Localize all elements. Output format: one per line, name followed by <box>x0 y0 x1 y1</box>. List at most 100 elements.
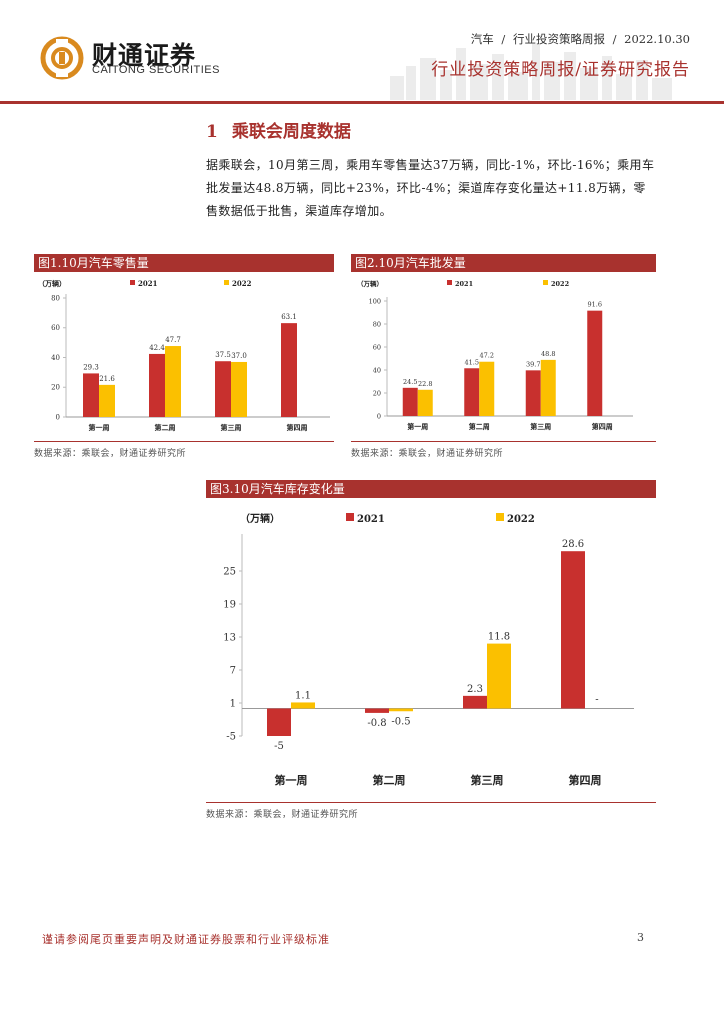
x-tick-label: 第三周 <box>471 773 504 787</box>
data-label-2022-1: 21.6 <box>99 375 115 383</box>
y-tick-label: 60 <box>373 343 381 351</box>
bar-2021-1 <box>83 373 99 417</box>
bar-2021-4 <box>587 310 603 416</box>
legend-swatch-2022 <box>496 513 504 521</box>
report-title: 行业投资策略周报/证券研究报告 <box>431 60 690 80</box>
inventory-chart: （万辆） 2021 2022 -5 1 7 13 19 25 第一周 -5 1.1 第二周 -0.8 -0.… <box>223 512 634 787</box>
figure-3-caption: 图3.10月汽车库存变化量 <box>206 480 656 498</box>
y-tick-label: 1 <box>230 699 236 710</box>
data-label-2022-3: 48.8 <box>541 350 555 358</box>
data-label-2022-4: - <box>595 695 598 706</box>
data-label-2022-2: 47.7 <box>165 336 181 344</box>
section-paragraph: 据乘联会，10月第三周，乘用车零售量达37万辆，同比-1%，环比-16%；乘用车… <box>206 158 655 218</box>
y-tick-label: 13 <box>223 633 236 644</box>
x-tick-label: 第二周 <box>373 773 406 787</box>
bar-2022-3 <box>487 643 511 709</box>
data-label-2021-1: -5 <box>274 741 284 752</box>
figure-3-chart: （万辆） 2021 2022 -5 1 7 13 19 25 第一周 -5 1.1 第二周 -0.8 -0.… <box>206 500 656 800</box>
x-tick-label: 第二周 <box>469 422 490 431</box>
figure-2-rule <box>351 441 656 442</box>
bar-2021-1 <box>267 708 291 736</box>
legend-swatch-2021 <box>130 280 135 285</box>
y-tick-label: 60 <box>51 324 60 332</box>
y-tick-label: 40 <box>373 366 381 374</box>
figure-2-source: 数据来源：乘联会，财通证券研究所 <box>351 449 504 459</box>
brand-name-en: CAITONG SECURITIES <box>92 64 220 76</box>
figure-1-caption: 图1.10月汽车零售量 <box>34 254 334 272</box>
data-label-2021-2: 42.4 <box>149 344 165 352</box>
bar-2021-2 <box>464 368 480 416</box>
figure-1-chart: （万辆） 2021 2022 0 20 40 60 80 第一周 29.3 21.6 第二周 42.4 4… <box>34 273 334 438</box>
y-tick-label: 40 <box>51 354 60 362</box>
legend-label-2021: 2021 <box>455 280 473 288</box>
legend-swatch-2022 <box>543 280 548 285</box>
y-unit-label: （万辆） <box>240 512 280 525</box>
data-label-2022-1: 22.8 <box>418 380 432 388</box>
bar-2021-1 <box>402 387 418 416</box>
retail-chart: （万辆） 2021 2022 0 20 40 60 80 第一周 29.321.6 第二周 42.44… <box>38 279 330 432</box>
data-label-2021-1: 29.3 <box>83 363 99 371</box>
report-kind: 行业投资策略周报 <box>512 32 605 46</box>
legend-label-2022: 2022 <box>507 514 535 525</box>
y-tick-label: 7 <box>230 666 236 677</box>
x-tick-label: 第一周 <box>275 773 308 787</box>
legend-swatch-2021 <box>346 513 354 521</box>
data-label-2021-3: 39.7 <box>526 360 540 368</box>
meta-separator: / <box>612 32 617 46</box>
brand-logo-icon <box>40 36 84 80</box>
y-tick-label: 0 <box>377 412 381 420</box>
bar-2021-4 <box>281 323 297 417</box>
footer-disclaimer: 谨请参阅尾页重要声明及财通证券股票和行业评级标准 <box>42 933 330 946</box>
page-number: 3 <box>637 931 644 944</box>
legend-label-2021: 2021 <box>357 514 385 525</box>
section-number: 1 <box>206 122 218 142</box>
y-unit-label: （万辆） <box>38 279 66 288</box>
wholesale-chart: （万辆） 2021 2022 0 20 40 60 80 100 第一周 24.5 22.8 第二周 41… <box>357 279 633 431</box>
brand-name-cn: 财通证券 <box>92 41 197 70</box>
y-tick-label: 20 <box>51 384 60 392</box>
legend-label-2021: 2021 <box>138 279 158 288</box>
legend-label-2022: 2022 <box>232 279 252 288</box>
data-label-2022-3: 11.8 <box>488 632 510 643</box>
report-meta: 汽车 / 行业投资策略周报 / 2022.10.30 <box>471 31 690 47</box>
legend-swatch-2022 <box>224 280 229 285</box>
section-title: 1 乘联会周度数据 <box>206 117 351 142</box>
legend-label-2022: 2022 <box>551 280 569 288</box>
data-label-2021-2: -0.8 <box>367 718 386 729</box>
figure-2-caption: 图2.10月汽车批发量 <box>351 254 656 272</box>
data-label-2021-4: 91.6 <box>588 301 602 309</box>
data-label-2021-4: 63.1 <box>281 313 297 321</box>
bar-2021-2 <box>365 708 389 713</box>
y-unit-label: （万辆） <box>357 279 383 288</box>
y-tick-label: 0 <box>56 413 60 421</box>
bar-2022-1 <box>417 389 433 416</box>
section-title-text: 乘联会周度数据 <box>231 122 351 142</box>
data-label-2022-2: 47.2 <box>480 352 494 360</box>
header-divider <box>0 101 724 104</box>
bar-2021-3 <box>463 695 487 709</box>
skyline-decoration-icon <box>380 36 680 100</box>
data-label-2022-3: 37.0 <box>231 352 247 360</box>
data-label-2022-1: 1.1 <box>295 690 311 701</box>
y-tick-label: 100 <box>369 297 381 305</box>
x-tick-label: 第四周 <box>569 773 602 787</box>
legend-swatch-2021 <box>447 280 452 285</box>
figure-3-source: 数据来源：乘联会，财通证券研究所 <box>206 810 359 820</box>
x-tick-label: 第三周 <box>221 423 242 432</box>
bar-2022-2 <box>389 708 413 712</box>
figure-1-rule <box>34 441 334 442</box>
y-tick-label: 20 <box>373 389 381 397</box>
x-tick-label: 第二周 <box>155 423 176 432</box>
y-tick-label: 80 <box>51 294 60 302</box>
x-tick-label: 第一周 <box>89 423 110 432</box>
bar-2021-2 <box>149 353 165 417</box>
data-label-2021-1: 24.5 <box>403 378 417 386</box>
data-label-2021-2: 41.5 <box>465 358 479 366</box>
data-label-2022-2: -0.5 <box>391 716 410 727</box>
figure-3-rule <box>206 802 656 803</box>
figure-1-source: 数据来源：乘联会，财通证券研究所 <box>34 449 187 459</box>
bar-2022-1 <box>99 384 115 417</box>
data-label-2021-3: 2.3 <box>467 684 483 695</box>
x-tick-label: 第一周 <box>407 422 428 431</box>
y-tick-label: 25 <box>223 567 236 578</box>
